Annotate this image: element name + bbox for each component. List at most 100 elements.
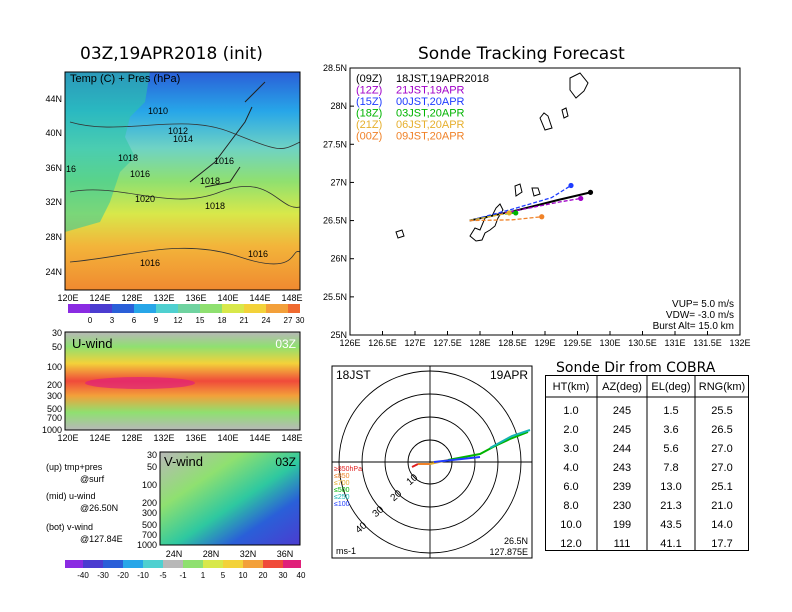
level-label: ≥850hPa <box>334 466 362 473</box>
note-line: (bot) v-wind <box>46 522 94 532</box>
table-cell: 26.5 <box>711 424 732 436</box>
legend-code: (12Z) <box>356 85 382 97</box>
island-outline <box>561 107 569 119</box>
x-tick-label: 131.5E <box>693 338 722 348</box>
legend-code: (09Z) <box>356 73 382 85</box>
island-outline <box>395 229 405 239</box>
table-cell: 21.3 <box>660 500 681 512</box>
x-tick-label: 130.5E <box>628 338 657 348</box>
legend-label: 18JST,19APR2018 <box>396 73 489 85</box>
table-cell: 41.1 <box>660 538 681 550</box>
lon-tick: 124E <box>89 293 110 303</box>
x-tick-label: 126.5E <box>368 338 397 348</box>
polar-left-label: 18JST <box>336 368 371 382</box>
colorbar-label: 6 <box>132 316 137 325</box>
legend-label: 00JST,20APR <box>396 96 465 108</box>
colorbar-label: 24 <box>262 316 271 325</box>
note-line: @127.84E <box>80 534 123 544</box>
legend-code: (15Z) <box>356 96 382 108</box>
note-line: @26.50N <box>80 503 119 513</box>
lat-tick: 44N <box>45 94 62 104</box>
lat-tick: 24N <box>166 549 183 559</box>
lon-tick: 120E <box>57 293 78 303</box>
table-cell: 2.0 <box>563 424 578 436</box>
table-cell: 230 <box>613 500 631 512</box>
isobar-label: 1020 <box>135 194 155 204</box>
colorbar-label: 18 <box>218 316 227 325</box>
polar-plot: 18JST 19APR ms-1 26.5N 127.875E 10 20 30… <box>331 365 533 559</box>
map-lon-ticks: 120E 124E 128E 132E 136E 140E 144E 148E <box>57 293 302 303</box>
isobar-line <box>69 121 301 149</box>
x-tick-label: 127.5E <box>433 338 462 348</box>
table-cell: 8.0 <box>563 500 578 512</box>
lon-tick: 128E <box>121 293 142 303</box>
lon-tick: 144E <box>249 433 270 443</box>
p-tick: 500 <box>47 404 62 414</box>
track-end-point <box>539 214 545 220</box>
legend-code: (18Z) <box>356 108 382 120</box>
level-label: ≤100 <box>334 501 350 508</box>
table-header: HT(km) <box>553 381 590 393</box>
track-islands <box>395 72 589 242</box>
p-tick: 50 <box>147 462 157 472</box>
colorbar-label: -5 <box>159 571 167 580</box>
lat-tick: 24N <box>45 267 62 277</box>
legend-label: 03JST,20APR <box>396 108 465 120</box>
table-cell: 243 <box>613 462 631 474</box>
lon-tick: 124E <box>89 433 110 443</box>
table-cell: 244 <box>613 443 631 455</box>
colorbar-label: 10 <box>239 571 248 580</box>
polar-lon: 127.875E <box>489 547 528 557</box>
island-outline <box>469 203 504 242</box>
colorbar-label: -1 <box>179 571 187 580</box>
track-end-point <box>513 210 519 216</box>
level-label: ≤500 <box>334 487 350 494</box>
uwind-time: 03Z <box>275 337 296 351</box>
table-cell: 4.0 <box>563 462 578 474</box>
table-cell: 239 <box>613 481 631 493</box>
colorbar-label: 1 <box>201 571 206 580</box>
level-label: ≤700 <box>334 480 350 487</box>
table-cell: 7.8 <box>663 462 678 474</box>
colorbar-label: 9 <box>154 316 159 325</box>
polar-unit: ms-1 <box>336 546 356 556</box>
lat-tick: 36N <box>45 163 62 173</box>
japan-coast <box>189 81 266 188</box>
p-tick: 500 <box>142 520 157 530</box>
y-tick-label: 25N <box>330 330 347 340</box>
table-cell: 12.0 <box>560 538 581 550</box>
polar-level-legend: ≥850hPa ≤850 ≤700 ≤500 ≤250 ≤100 <box>334 466 362 508</box>
polar-right-label: 19APR <box>490 368 528 382</box>
lat-tick: 28N <box>203 549 220 559</box>
isobar-line <box>69 186 301 208</box>
island-outline <box>539 112 553 131</box>
p-tick: 100 <box>47 362 62 372</box>
table-cell: 27.0 <box>711 443 732 455</box>
isobar-label: 1012 <box>168 126 188 136</box>
land-mass <box>65 72 150 232</box>
x-tick-label: 127E <box>404 338 425 348</box>
vwind-section: V-wind 03Z 30 50 100 200 300 500 700 100… <box>137 450 301 559</box>
p-tick: 700 <box>47 413 62 423</box>
y-tick-label: 28.5N <box>323 63 347 73</box>
isobar-label: 1018 <box>118 153 138 163</box>
lon-tick: 132E <box>153 293 174 303</box>
vwind-lat-ticks: 24N 28N 32N 36N <box>166 549 294 559</box>
island-outline <box>514 183 523 197</box>
polar-ring-labels: 10 20 30 40 <box>354 472 421 536</box>
temp-colorbar-labels: 0 3 6 9 12 15 18 21 24 27 30 <box>88 316 305 325</box>
wind-colorbar: -40 -30 -20 -10 -5 -1 1 5 10 20 30 40 <box>65 560 306 580</box>
table-cell: 25.5 <box>711 405 732 417</box>
colorbar-label: 3 <box>110 316 115 325</box>
colorbar-label: 40 <box>297 571 306 580</box>
surface-map: Temp (C) + Pres (hPa) 1010 1012 1014 101… <box>45 71 305 325</box>
legend-code: (00Z) <box>356 131 382 143</box>
p-tick: 30 <box>147 450 157 460</box>
polar-rings <box>332 366 532 558</box>
map-lat-ticks: 44N 40N 36N 32N 28N 24N <box>45 94 62 277</box>
colorbar-label: 15 <box>196 316 205 325</box>
x-tick-label: 129E <box>534 338 555 348</box>
x-tick-label: 128.5E <box>498 338 527 348</box>
island-outline <box>531 187 541 197</box>
lon-tick: 148E <box>281 293 302 303</box>
